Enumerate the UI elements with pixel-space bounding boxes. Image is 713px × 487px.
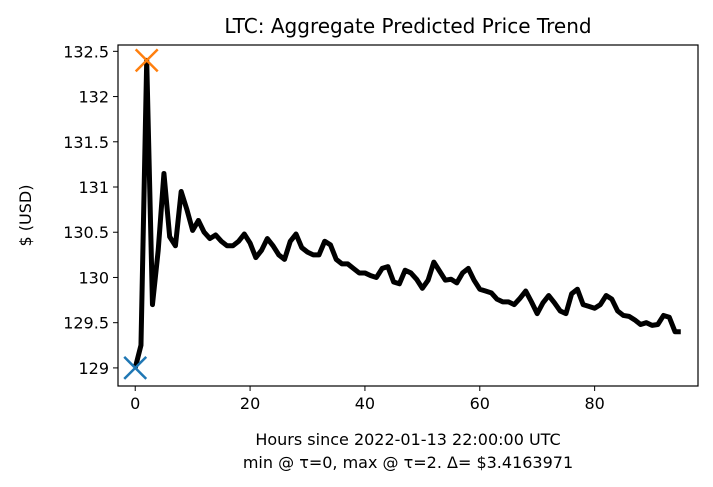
- y-tick-label: 132: [78, 88, 109, 107]
- y-tick-label: 129: [78, 359, 109, 378]
- y-tick-label: 130: [78, 268, 109, 287]
- x-tick-label: 20: [240, 394, 260, 413]
- chart-title: LTC: Aggregate Predicted Price Trend: [224, 14, 591, 38]
- y-tick-label: 130.5: [63, 223, 109, 242]
- x-tick-label: 40: [355, 394, 375, 413]
- price-trend-line: [132, 57, 681, 369]
- y-tick-label: 131.5: [63, 133, 109, 152]
- x-axis-label: Hours since 2022-01-13 22:00:00 UTC: [255, 430, 560, 449]
- marker-layer: [123, 48, 159, 380]
- x-axis-sublabel: min @ τ=0, max @ τ=2. Δ= $3.4163971: [243, 453, 573, 472]
- y-tick-label: 129.5: [63, 314, 109, 333]
- plot-area: [117, 44, 699, 387]
- x-axis: 0 20 40 60 80: [130, 386, 605, 413]
- series-layer: [132, 57, 681, 369]
- x-tick-label: 0: [130, 394, 140, 413]
- x-tick-label: 80: [584, 394, 604, 413]
- y-axis: 129 129.5 130 130.5 131 131.5 132 132.5: [63, 42, 118, 378]
- y-tick-label: 132.5: [63, 42, 109, 61]
- min-marker: [123, 356, 148, 380]
- y-tick-label: 131: [78, 178, 109, 197]
- max-marker: [134, 48, 159, 73]
- x-tick-label: 60: [470, 394, 490, 413]
- y-axis-label: $ (USD): [16, 185, 35, 247]
